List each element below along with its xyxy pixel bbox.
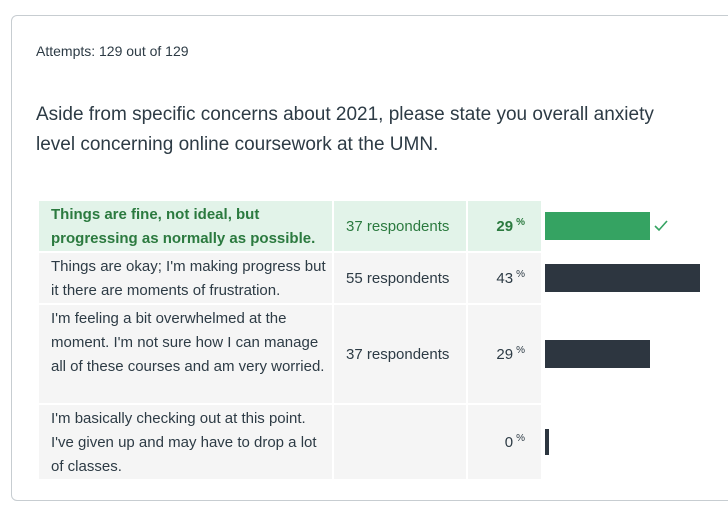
answer-percent: 0% [468,405,541,479]
percent-value: 29 [496,345,514,363]
percent-sign: % [516,268,525,280]
answer-respondents: 55 respondents [334,253,466,303]
answer-respondents [334,405,466,479]
answer-bar [545,429,549,455]
percent-value: 0 [504,433,514,451]
percent-value: 29 [496,217,514,235]
answer-bar [545,340,650,368]
answer-text: I'm feeling a bit overwhelmed at the mom… [39,305,332,403]
check-icon [654,220,668,232]
answer-percent: 43% [468,253,541,303]
answer-text: Things are fine, not ideal, but progress… [39,201,332,251]
answer-text: I'm basically checking out at this point… [39,405,332,479]
question-text: Aside from specific concerns about 2021,… [36,104,654,155]
answer-percent: 29% [468,305,541,403]
percent-sign: % [516,432,525,444]
answer-respondents: 37 respondents [334,201,466,251]
answer-bar [545,264,700,292]
attempts-count: Attempts: 129 out of 129 [36,43,189,59]
percent-sign: % [516,344,525,356]
percent-sign: % [516,216,525,228]
percent-value: 43 [496,269,514,287]
answer-bar [545,212,650,240]
answer-percent: 29% [468,201,541,251]
answer-respondents: 37 respondents [334,305,466,403]
answer-text: Things are okay; I'm making progress but… [39,253,332,303]
